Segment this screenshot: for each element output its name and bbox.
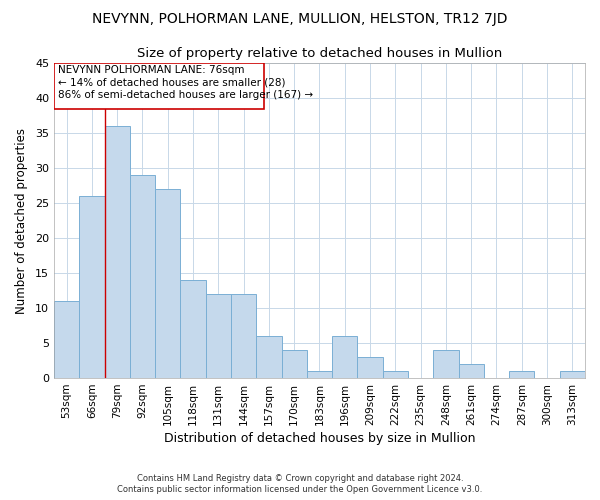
Bar [560, 371, 585, 378]
X-axis label: Distribution of detached houses by size in Mullion: Distribution of detached houses by size … [164, 432, 475, 445]
Bar [181, 280, 206, 378]
Bar [206, 294, 231, 378]
Title: Size of property relative to detached houses in Mullion: Size of property relative to detached ho… [137, 48, 502, 60]
Bar [281, 350, 307, 378]
Bar [307, 371, 332, 378]
Bar [358, 357, 383, 378]
Text: ← 14% of detached houses are smaller (28): ← 14% of detached houses are smaller (28… [58, 78, 285, 88]
Text: 86% of semi-detached houses are larger (167) →: 86% of semi-detached houses are larger (… [58, 90, 313, 101]
Text: NEVYNN POLHORMAN LANE: 76sqm: NEVYNN POLHORMAN LANE: 76sqm [58, 65, 244, 75]
Bar [231, 294, 256, 378]
Bar [130, 175, 155, 378]
Bar [383, 371, 408, 378]
Bar [155, 189, 181, 378]
Bar [458, 364, 484, 378]
Bar [54, 301, 79, 378]
Bar [256, 336, 281, 378]
FancyBboxPatch shape [54, 63, 264, 108]
Y-axis label: Number of detached properties: Number of detached properties [15, 128, 28, 314]
Text: NEVYNN, POLHORMAN LANE, MULLION, HELSTON, TR12 7JD: NEVYNN, POLHORMAN LANE, MULLION, HELSTON… [92, 12, 508, 26]
Bar [104, 126, 130, 378]
Bar [433, 350, 458, 378]
Bar [79, 196, 104, 378]
Bar [509, 371, 535, 378]
Bar [332, 336, 358, 378]
Text: Contains HM Land Registry data © Crown copyright and database right 2024.
Contai: Contains HM Land Registry data © Crown c… [118, 474, 482, 494]
